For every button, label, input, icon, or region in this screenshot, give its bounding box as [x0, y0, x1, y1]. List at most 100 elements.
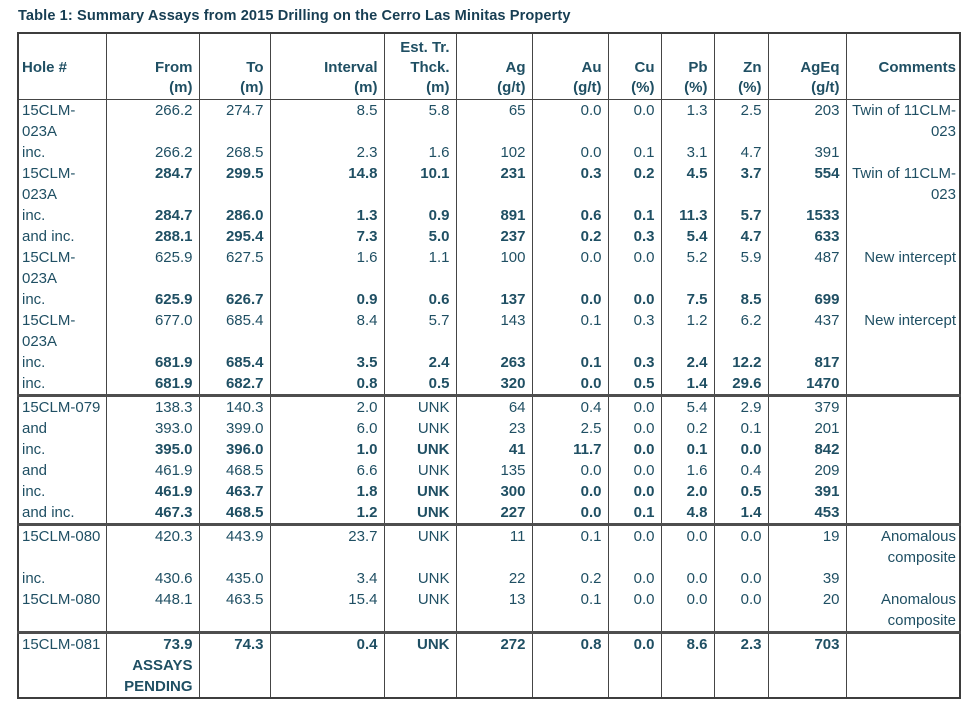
cell-zn: 0.0: [713, 523, 768, 568]
cell-comments: [845, 568, 960, 589]
cell-ag: 300: [455, 481, 532, 502]
column-label: Zn: [743, 59, 762, 76]
cell-pb: 8.6: [660, 631, 714, 698]
cell-interval: 14.8: [269, 163, 384, 205]
cell-comments: New intercept: [845, 247, 960, 289]
cell-ageq: 19: [767, 523, 846, 568]
table-row: inc. 625.9 626.7 0.9 0.6 137 0.0 0.0 7.5 8.5 699: [18, 289, 960, 310]
column-label: Est. Tr. Thck.: [400, 39, 450, 76]
cell-from: 393.0: [105, 418, 199, 439]
column-header-hole: Hole #: [18, 33, 106, 100]
column-unit: [22, 78, 100, 98]
cell-from: 284.7: [105, 205, 199, 226]
cell-from: 420.3: [105, 523, 199, 568]
column-unit: (g/t): [811, 79, 840, 96]
cell-ageq: 1533: [767, 205, 846, 226]
cell-cu: 0.5: [607, 373, 661, 396]
cell-from: 461.9: [105, 481, 199, 502]
cell-au: 0.1: [531, 523, 608, 568]
column-unit: (m): [426, 79, 450, 96]
cell-au: 0.0: [531, 247, 608, 289]
cell-from: 73.9 ASSAYS PENDING: [105, 631, 199, 698]
cell-comments: [845, 226, 960, 247]
cell-to: 140.3: [198, 394, 270, 418]
cell-zn: 5.7: [713, 205, 768, 226]
column-label: Interval: [324, 59, 378, 76]
column-label: Ag: [505, 59, 526, 76]
table-row: and 393.0 399.0 6.0 UNK 23 2.5 0.0 0.2 0.1 201: [18, 418, 960, 439]
cell-to: 299.5: [198, 163, 270, 205]
cell-comments: New intercept: [845, 310, 960, 352]
column-unit: [853, 78, 957, 98]
column-header-pb: Pb (%): [660, 33, 714, 100]
cell-thck: UNK: [383, 460, 456, 481]
cell-ageq: 703: [767, 631, 846, 698]
cell-zn: 0.1: [713, 418, 768, 439]
cell-from: 681.9: [105, 352, 199, 373]
cell-pb: 2.0: [660, 481, 714, 502]
cell-from: 681.9: [105, 373, 199, 396]
cell-au: 0.0: [531, 460, 608, 481]
cell-ag: 41: [455, 439, 532, 460]
cell-ag: 263: [455, 352, 532, 373]
cell-to: 468.5: [198, 460, 270, 481]
cell-pb: 0.0: [660, 523, 714, 568]
cell-hole: and inc.: [22, 504, 75, 521]
cell-interval: 8.4: [269, 310, 384, 352]
column-label: Hole #: [22, 59, 68, 76]
cell-zn: 2.3: [713, 631, 768, 698]
cell-ag: 100: [455, 247, 532, 289]
cell-au: 0.2: [531, 226, 608, 247]
cell-cu: 0.0: [607, 589, 661, 633]
cell-interval: 6.6: [269, 460, 384, 481]
cell-zn: 0.4: [713, 460, 768, 481]
cell-cu: 0.0: [607, 247, 661, 289]
cell-hole: inc.: [22, 441, 46, 458]
cell-zn: 29.6: [713, 373, 768, 396]
cell-au: 0.0: [531, 142, 608, 163]
cell-from: 395.0: [105, 439, 199, 460]
cell-interval: 15.4: [269, 589, 384, 633]
cell-interval: 1.2: [269, 502, 384, 525]
table-row: 15CLM-079 138.3 140.3 2.0 UNK 64 0.4 0.0 5.4 2.9 3…: [18, 394, 960, 418]
column-header-ag: Ag (g/t): [455, 33, 532, 100]
cell-thck: 0.9: [383, 205, 456, 226]
cell-ag: 237: [455, 226, 532, 247]
cell-cu: 0.0: [607, 99, 661, 142]
cell-cu: 0.2: [607, 163, 661, 205]
assay-table: Hole # From (m) To (m) Interval (m) Est. Tr. T…: [17, 32, 961, 699]
column-header-ageq: AgEq (g/t): [767, 33, 846, 100]
cell-interval: 1.8: [269, 481, 384, 502]
column-unit: (m): [354, 79, 378, 96]
cell-interval: 0.8: [269, 373, 384, 396]
cell-hole: inc.: [22, 570, 46, 587]
header-row: Hole # From (m) To (m) Interval (m) Est. Tr. T…: [18, 33, 960, 100]
cell-to: 274.7: [198, 99, 270, 142]
cell-from: 467.3: [105, 502, 199, 525]
cell-to: 396.0: [198, 439, 270, 460]
cell-pb: 4.5: [660, 163, 714, 205]
cell-pb: 1.4: [660, 373, 714, 396]
cell-zn: 0.0: [713, 439, 768, 460]
cell-au: 0.0: [531, 502, 608, 525]
cell-to: 286.0: [198, 205, 270, 226]
cell-pb: 0.0: [660, 568, 714, 589]
cell-thck: 10.1: [383, 163, 456, 205]
cell-thck: 2.4: [383, 352, 456, 373]
column-header-cu: Cu (%): [607, 33, 661, 100]
cell-ag: 231: [455, 163, 532, 205]
cell-au: 0.3: [531, 163, 608, 205]
cell-ag: 143: [455, 310, 532, 352]
cell-ageq: 39: [767, 568, 846, 589]
cell-to: 399.0: [198, 418, 270, 439]
cell-hole: 15CLM-080: [18, 523, 106, 568]
cell-interval: 1.3: [269, 205, 384, 226]
cell-pb: 1.2: [660, 310, 714, 352]
cell-interval: 3.4: [269, 568, 384, 589]
cell-hole: inc.: [22, 354, 46, 371]
cell-zn: 5.9: [713, 247, 768, 289]
cell-ageq: 699: [767, 289, 846, 310]
table-row: 15CLM-081 73.9 ASSAYS PENDING 74.3 0.4 UNK 27…: [18, 631, 960, 698]
cell-ag: 135: [455, 460, 532, 481]
